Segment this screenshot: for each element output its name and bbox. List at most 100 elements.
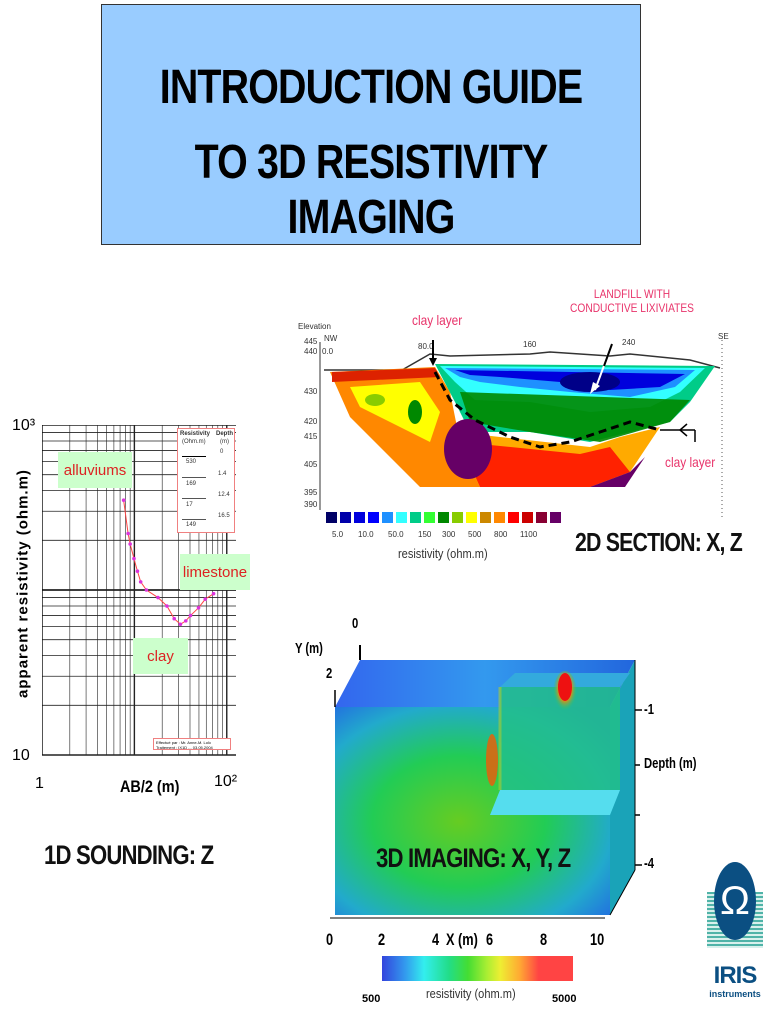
table-cell: 17	[186, 502, 193, 508]
colorbar-max: 5000	[552, 993, 577, 1005]
alluviums-label: alluviums	[58, 452, 132, 488]
cb-label: 500	[468, 530, 482, 539]
x-tick: 10	[590, 930, 605, 949]
limestone-label: limestone	[180, 554, 250, 590]
table-header-depth: Depth	[216, 431, 233, 437]
elev-tick: 430	[304, 387, 318, 396]
x-tick-right: 10²	[214, 773, 238, 790]
logo-sub: instruments	[709, 989, 761, 999]
y-axis-label: Y (m)	[295, 640, 323, 657]
colorbar-swatch	[396, 512, 407, 523]
x-tick: 6	[486, 930, 494, 949]
imaging-3d-figure: Y (m) 0 2 -1 -4 Depth (m) 3D IMAGING: X,…	[290, 615, 710, 1015]
distance-tick-80: 80.0	[418, 342, 434, 351]
elev-tick: 390	[304, 500, 318, 509]
table-cell: 149	[186, 522, 197, 528]
colorbar-swatch	[368, 512, 379, 523]
clay-layer-label-right: clay layer	[665, 454, 716, 470]
section-2d-colorbar	[326, 512, 561, 523]
y-tick-0: 0	[352, 615, 359, 632]
elev-tick: 415	[304, 432, 318, 441]
elev-tick: 405	[304, 460, 318, 469]
cb-label: 50.0	[388, 530, 404, 539]
y-tick-2: 2	[326, 665, 333, 682]
sounding-footnote: Effectué par : Mr. Anne-M. Loïc Traiteme…	[153, 738, 231, 750]
section-2d-colorbar-labels: 5.0 10.0 50.0 150 300 500 800 1100	[326, 530, 566, 542]
section-2d-figure: clay layer LANDFILL WITH CONDUCTIVE LIXI…	[290, 282, 768, 572]
sounding-1d-caption: 1D SOUNDING: Z	[44, 840, 214, 870]
cb-label: 5.0	[332, 530, 344, 539]
title-line-1: INTRODUCTION GUIDE	[159, 61, 583, 114]
imaging-3d-caption: 3D IMAGING: X, Y, Z	[376, 843, 571, 873]
landfill-label-line1: LANDFILL WITH	[593, 287, 671, 301]
cb-label: 800	[494, 530, 508, 539]
colorbar-swatch	[536, 512, 547, 523]
colorbar-swatch	[340, 512, 351, 523]
direction-nw: NW	[324, 334, 338, 343]
landfill-label-line2: CONDUCTIVE LIXIVIATES	[570, 301, 694, 315]
section-2d-plot	[319, 340, 723, 520]
table-unit: (m)	[220, 439, 229, 445]
section-2d-colorbar-title: resistivity (ohm.m)	[398, 546, 488, 561]
depth-tick-4: -4	[644, 855, 655, 872]
imaging-3d-block	[330, 645, 642, 919]
sounding-x-label: AB/2 (m)	[120, 777, 180, 796]
section-2d-caption: 2D SECTION: X, Z	[575, 527, 743, 557]
x-tick: 0	[326, 930, 334, 949]
colorbar-swatch	[424, 512, 435, 523]
x-tick: 8	[540, 930, 548, 949]
colorbar-swatch	[550, 512, 561, 523]
cb-label: 150	[418, 530, 432, 539]
table-cell: 530	[186, 459, 197, 465]
table-cell: 16.5	[218, 513, 230, 519]
table-cell: 0	[220, 449, 224, 455]
x-axis-label: X (m)	[446, 930, 478, 949]
imaging-3d-colorbar-title: resistivity (ohm.m)	[426, 986, 516, 1001]
colorbar-swatch	[438, 512, 449, 523]
x-tick-left: 1	[35, 775, 44, 792]
distance-tick-240: 240	[622, 338, 636, 347]
colorbar-swatch	[410, 512, 421, 523]
cb-label: 1100	[520, 530, 538, 539]
colorbar-swatch	[522, 512, 533, 523]
elev-tick: 420	[304, 417, 318, 426]
distance-tick-0: 0.0	[322, 347, 334, 356]
elevation-label: Elevation	[298, 322, 331, 331]
colorbar-swatch	[466, 512, 477, 523]
colorbar-swatch	[452, 512, 463, 523]
footnote-line: Effectué par : Mr. Anne-M. Loïc	[156, 740, 212, 745]
distance-tick-160: 160	[523, 340, 537, 349]
clay-layer-label-top: clay layer	[412, 312, 463, 328]
footnote-line: Traitement : IX1D ... 03.05.2004	[156, 745, 213, 750]
iris-logo: Ω IRIS instruments	[707, 862, 763, 1018]
y-tick-top: 10³	[12, 417, 36, 434]
colorbar-swatch	[494, 512, 505, 523]
table-cell: 169	[186, 481, 197, 487]
table-cell: 1.4	[218, 471, 227, 477]
colorbar-min: 500	[362, 993, 381, 1005]
title-line-2: TO 3D RESISTIVITY IMAGING	[194, 136, 549, 244]
y-tick-bottom: 10	[12, 747, 30, 764]
depth-axis-label: Depth (m)	[644, 755, 697, 772]
imaging-3d-colorbar	[382, 956, 573, 981]
resistivity-depth-table: Resistivity Depth (Ohm.m) (m) 530 169 17…	[177, 428, 235, 533]
table-cell: 12.4	[218, 492, 230, 498]
direction-se: SE	[718, 332, 729, 341]
colorbar-swatch	[508, 512, 519, 523]
sounding-y-label: apparent resistivity (ohm.m)	[14, 469, 32, 698]
sounding-1d-figure: apparent resistivity (ohm.m) 10³ 10 1 10…	[0, 415, 250, 805]
elev-tick: 395	[304, 488, 318, 497]
cb-label: 300	[442, 530, 456, 539]
x-tick: 4	[432, 930, 440, 949]
depth-tick-1: -1	[644, 701, 655, 718]
elev-tick: 440	[304, 347, 318, 356]
colorbar-swatch	[354, 512, 365, 523]
colorbar-swatch	[382, 512, 393, 523]
clay-label: clay	[133, 638, 188, 674]
landfill-label: LANDFILL WITH CONDUCTIVE LIXIVIATES	[564, 287, 700, 315]
colorbar-swatch	[326, 512, 337, 523]
elev-tick: 445	[304, 337, 318, 346]
table-header-resistivity: Resistivity	[180, 431, 211, 437]
omega-icon: Ω	[714, 862, 756, 940]
title-banner: INTRODUCTION GUIDE TO 3D RESISTIVITY IMA…	[101, 4, 641, 245]
